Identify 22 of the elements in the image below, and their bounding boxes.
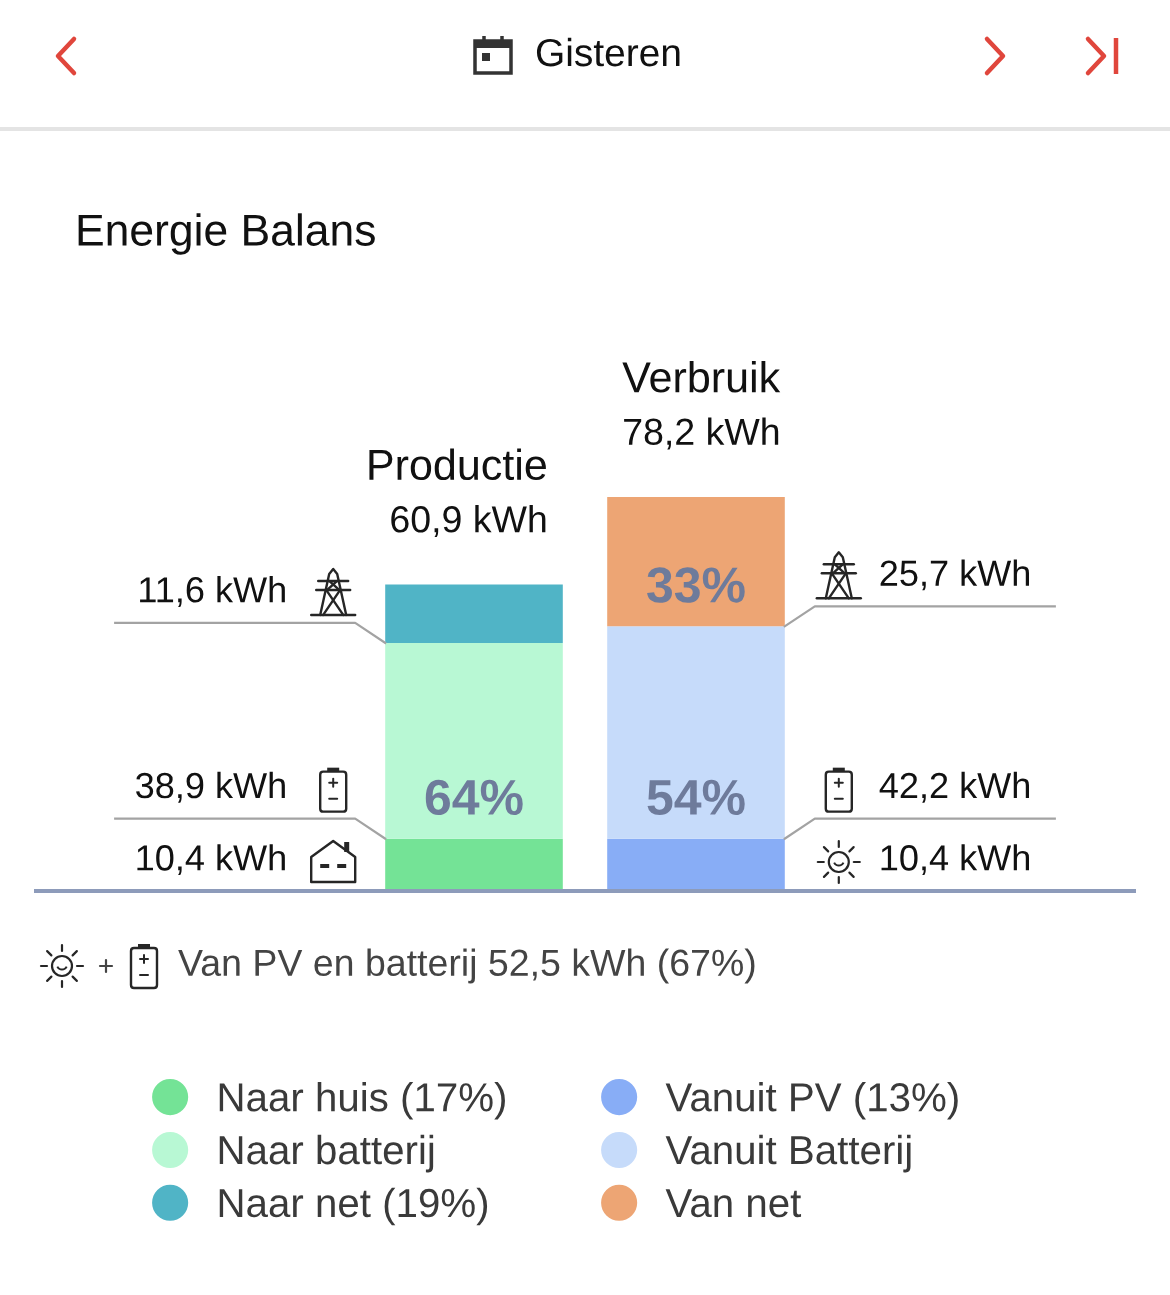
annotation: 64% [425,779,523,816]
data-label: 42,2 kWh [879,771,1029,803]
legend-label: Naar batterij [219,1134,434,1173]
total-label: 78,2 kWh [624,417,779,450]
annotation: 54% [647,779,745,816]
text: Gisteren [536,37,680,67]
legend-label: Van net [665,1189,802,1218]
data-label: 25,7 kWh [880,559,1029,591]
text: Van PV en batterij 52,5 kWh (67%) [178,948,755,984]
data-label: 10,4 kWh [881,844,1029,875]
legend-label: Vanuit Batterij [665,1134,911,1173]
legend-label: Naar net (19%) [219,1187,488,1226]
data-label: 38,9 kWh [136,771,285,803]
x-tick-label: Productie [369,448,546,481]
x-tick-label: Verbruik [622,360,781,393]
legend-label: Naar huis (17%) [219,1082,505,1120]
data-label: 10,4 kWh [137,844,285,875]
legend-label: Vanuit PV (13%) [665,1082,958,1120]
chart-title: Energie Balans [78,213,375,255]
annotation: 33% [647,567,745,603]
total-label: 60,9 kWh [391,505,546,538]
data-label: 11,6 kWh [140,576,285,607]
